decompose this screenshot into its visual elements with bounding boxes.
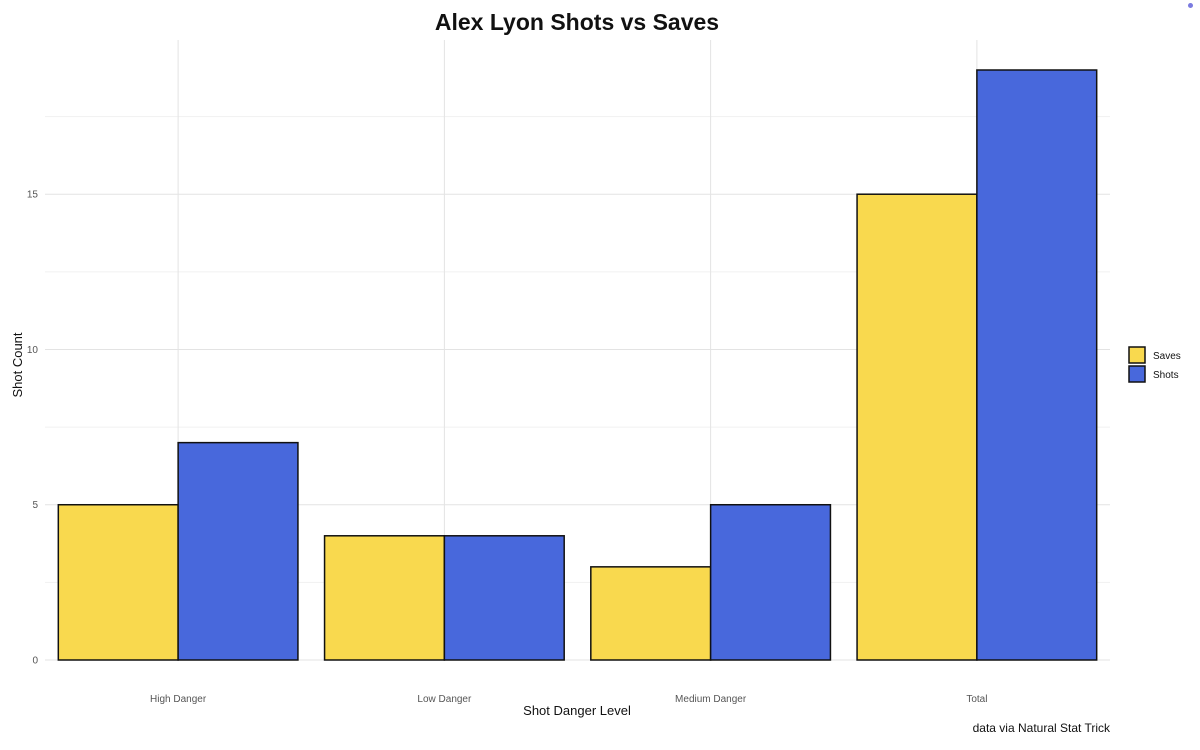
bar-shots-high-danger [177, 441, 299, 661]
legend-swatch-shots [1128, 365, 1146, 383]
bar-saves-medium-danger [590, 566, 712, 661]
legend-label-shots: Shots [1153, 370, 1179, 381]
bar-shots-total [976, 69, 1098, 661]
y-axis-title: Shot Count [10, 332, 25, 397]
legend-swatch-saves [1128, 346, 1146, 364]
y-tick-label: 0 [32, 656, 38, 667]
x-axis-title: Shot Danger Level [523, 703, 631, 718]
chart-title: Alex Lyon Shots vs Saves [435, 9, 719, 35]
x-tick-label: Total [966, 694, 987, 705]
bar-shots-low-danger [443, 535, 565, 661]
bar-saves-low-danger [323, 535, 446, 661]
y-tick-label: 5 [32, 500, 38, 511]
bar-shots-medium-danger [709, 503, 832, 661]
bar-saves-total [856, 193, 978, 661]
chart-caption: data via Natural Stat Trick [973, 721, 1111, 735]
x-tick-label: Low Danger [417, 694, 472, 705]
legend: Saves Shots [1128, 346, 1181, 383]
legend-label-saves: Saves [1153, 351, 1181, 362]
y-tick-label: 15 [27, 190, 39, 201]
y-tick-label: 10 [27, 345, 39, 356]
bar-saves-high-danger [57, 503, 179, 661]
x-tick-label: Medium Danger [675, 694, 747, 705]
bar-group [57, 69, 1098, 661]
corner-dot [1188, 3, 1193, 8]
y-axis-ticks: 0 5 10 15 [27, 190, 39, 667]
x-tick-label: High Danger [150, 694, 207, 705]
x-axis-ticks: High Danger Low Danger Medium Danger Total [150, 694, 987, 705]
